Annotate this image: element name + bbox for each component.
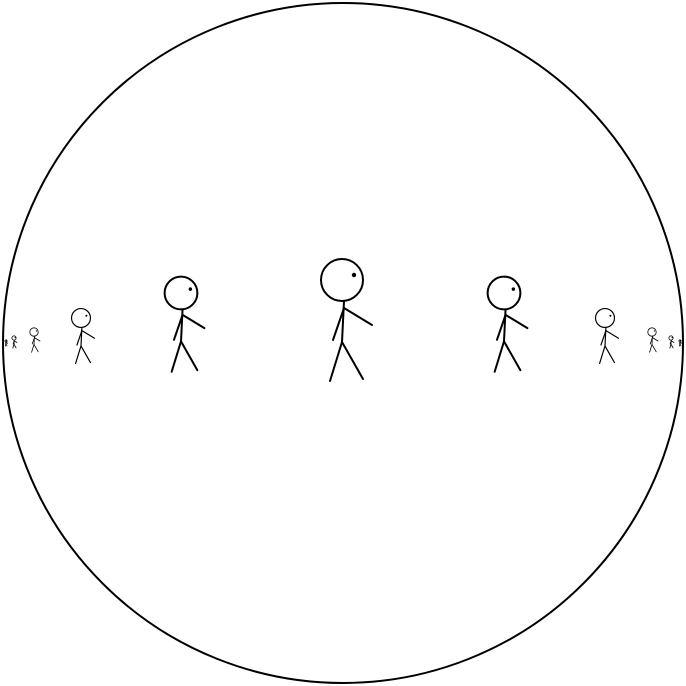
figure-leg-right xyxy=(679,343,682,347)
figure-leg-right xyxy=(5,343,8,347)
stick-figure xyxy=(486,275,529,373)
stick-figure xyxy=(678,339,682,347)
figure-arm-back xyxy=(669,340,672,345)
stick-figure xyxy=(163,275,206,373)
figure-leg-right xyxy=(503,340,522,372)
stick-figure xyxy=(70,307,96,365)
figure-leg-right xyxy=(80,345,92,364)
stick-figure xyxy=(668,335,675,349)
figure-arm-front xyxy=(605,330,620,339)
figure-eye xyxy=(680,340,682,342)
figure-arm-back xyxy=(31,337,35,345)
stick-figure xyxy=(647,327,659,353)
figure-arm-front xyxy=(343,307,373,326)
figure-arm-front xyxy=(13,340,18,343)
figure-head xyxy=(29,327,39,337)
figure-eye xyxy=(609,314,612,317)
figure-head xyxy=(594,307,616,329)
figure-leg-right xyxy=(604,345,616,364)
figure-head xyxy=(647,327,657,337)
figure-leg-left xyxy=(31,343,35,353)
figure-leg-left xyxy=(329,341,343,382)
figure-arm-back xyxy=(5,341,7,345)
figure-arm-back xyxy=(600,330,607,346)
figure-leg-left xyxy=(599,345,606,365)
figure-arm-back xyxy=(649,337,653,345)
figure-leg-right xyxy=(670,343,674,349)
figure-arm-front xyxy=(181,313,206,330)
figure-eye xyxy=(85,314,88,317)
figure-leg-right xyxy=(180,340,199,372)
figure-arm-front xyxy=(670,340,675,343)
figure-leg-right xyxy=(13,343,17,349)
figure-leg-right xyxy=(341,341,364,380)
figure-arm-front xyxy=(34,337,41,342)
figure-arm-back xyxy=(12,340,15,345)
figure-head xyxy=(486,275,522,311)
figure-arm-back xyxy=(495,313,507,341)
figure-eye xyxy=(14,336,16,339)
stick-figure xyxy=(320,258,373,382)
figure-head xyxy=(163,275,199,311)
stick-figures-row xyxy=(4,258,682,382)
figure-arm-back xyxy=(76,330,83,346)
figure-arm-front xyxy=(504,313,529,330)
figure-leg-left xyxy=(669,343,672,349)
figure-head xyxy=(70,307,92,329)
figure-leg-left xyxy=(170,340,182,373)
figure-arm-front xyxy=(81,330,96,339)
figure-eye xyxy=(511,287,516,291)
figure-leg-left xyxy=(493,340,505,373)
figure-leg-right xyxy=(651,343,657,353)
figure-head xyxy=(320,258,364,302)
figure-arm-back xyxy=(679,341,681,345)
figure-arm-back xyxy=(172,313,184,341)
figure-eye xyxy=(35,330,38,332)
figure-leg-left xyxy=(12,343,15,349)
stick-figure xyxy=(4,339,8,347)
figure-eye xyxy=(351,272,357,278)
figure-eye xyxy=(6,340,8,342)
figure-arm-back xyxy=(332,307,345,341)
figure-leg-left xyxy=(649,343,653,353)
figure-eye xyxy=(671,336,673,339)
figure-eye xyxy=(188,287,193,291)
stick-figure xyxy=(594,307,620,365)
figure-eye xyxy=(653,330,656,332)
stick-figure xyxy=(29,327,41,353)
figure-arm-front xyxy=(652,337,659,342)
stick-figure xyxy=(11,335,18,349)
figure-leg-right xyxy=(33,343,39,353)
figure-leg-left xyxy=(75,345,82,365)
